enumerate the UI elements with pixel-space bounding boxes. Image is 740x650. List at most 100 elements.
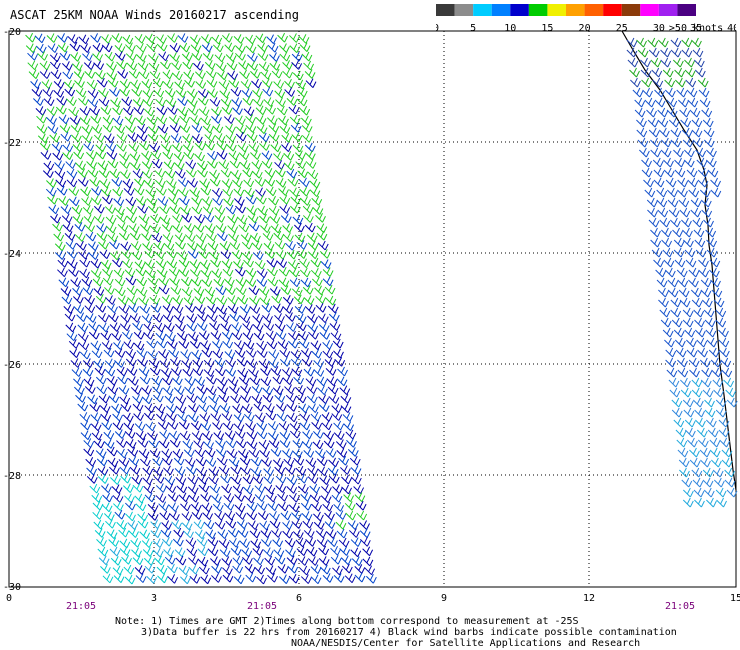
wind-barb — [270, 142, 282, 153]
wind-barb — [225, 52, 237, 62]
wind-barb — [191, 349, 202, 360]
wind-barb — [54, 241, 66, 252]
wind-barb — [204, 140, 216, 151]
wind-barb — [158, 284, 170, 295]
wind-barb — [303, 366, 315, 377]
wind-barb — [150, 223, 161, 234]
wind-barb — [236, 214, 248, 225]
wind-barb — [224, 510, 236, 521]
wind-barb — [289, 492, 300, 503]
wind-barb — [81, 133, 93, 143]
wind-barb — [343, 421, 355, 431]
wind-barb — [126, 366, 138, 376]
wind-barb — [52, 150, 64, 161]
wind-barb — [57, 257, 69, 268]
wind-barb — [112, 105, 123, 116]
wind-barb — [636, 127, 648, 138]
wind-barb — [157, 573, 168, 584]
wind-barb — [85, 231, 97, 242]
wind-barb — [82, 367, 94, 377]
wind-barb — [324, 284, 336, 295]
wind-barb — [276, 105, 288, 116]
wind-barb — [49, 132, 61, 143]
wind-barb — [150, 303, 162, 313]
wind-barb — [673, 247, 685, 258]
wind-barb — [50, 213, 61, 224]
wind-barb — [184, 457, 196, 467]
wind-barb — [290, 349, 302, 359]
wind-barb — [211, 493, 222, 503]
wind-barb — [295, 159, 307, 169]
wind-barb — [697, 77, 709, 88]
coastline-path — [621, 30, 737, 491]
wind-barb — [318, 402, 330, 412]
wind-barb — [710, 277, 721, 288]
wind-barb — [121, 96, 133, 107]
wind-barb — [110, 555, 122, 566]
wind-barb — [632, 87, 644, 98]
wind-barb — [338, 455, 350, 466]
wind-barb — [95, 142, 107, 153]
wind-barb — [306, 546, 318, 557]
wind-barb — [295, 79, 307, 90]
wind-barb — [198, 482, 210, 493]
wind-barb — [155, 483, 167, 493]
wind-barb — [307, 466, 319, 476]
wind-barb — [173, 160, 185, 170]
wind-barb — [158, 51, 170, 62]
wind-barb — [663, 257, 675, 268]
wind-barb — [102, 492, 114, 503]
wind-barb — [681, 47, 693, 58]
wind-barb — [143, 483, 155, 494]
wind-barb — [89, 483, 101, 494]
wind-barb — [196, 393, 208, 404]
wind-barb — [301, 133, 313, 143]
wind-barb — [665, 347, 677, 358]
wind-barb — [157, 123, 169, 134]
wind-barb — [672, 227, 683, 238]
wind-barb — [122, 412, 134, 423]
wind-barb — [205, 68, 217, 79]
wind-barb — [148, 60, 160, 71]
wind-barb — [332, 484, 343, 494]
legend-swatch — [603, 4, 622, 16]
wind-barb — [691, 297, 703, 308]
wind-barb — [241, 403, 253, 414]
wind-barb — [242, 474, 254, 485]
wind-barb — [224, 430, 236, 440]
wind-barb — [207, 537, 219, 547]
wind-barb — [705, 327, 717, 338]
wind-barb — [198, 106, 210, 117]
wind-barb — [698, 267, 710, 278]
wind-barb — [93, 358, 105, 369]
wind-barb — [86, 465, 98, 476]
wind-barb — [195, 69, 206, 80]
wind-barb — [195, 232, 207, 243]
wind-barb — [299, 105, 311, 116]
wind-barb — [117, 448, 128, 459]
wind-barb — [212, 123, 224, 134]
wind-barb — [305, 159, 317, 169]
wind-barb — [694, 67, 706, 78]
wind-barb — [199, 259, 211, 270]
wind-barb — [178, 492, 190, 503]
wind-barb — [27, 50, 38, 61]
wind-barb — [144, 248, 156, 259]
wind-barb — [133, 340, 145, 351]
wind-barb — [711, 457, 722, 468]
wind-barb — [111, 403, 122, 414]
wind-barb — [287, 563, 299, 574]
wind-barb — [147, 349, 158, 359]
wind-barb — [83, 376, 95, 387]
wind-barb — [317, 240, 329, 251]
wind-barb — [86, 474, 98, 484]
wind-barb — [311, 348, 323, 359]
wind-barb — [221, 411, 233, 421]
wind-barb — [194, 294, 206, 304]
wind-barb — [709, 257, 721, 268]
wind-barb — [152, 456, 164, 467]
wind-barb — [86, 159, 98, 169]
wind-barb — [657, 107, 669, 118]
wind-barb — [239, 69, 250, 80]
wind-barb — [237, 528, 249, 538]
